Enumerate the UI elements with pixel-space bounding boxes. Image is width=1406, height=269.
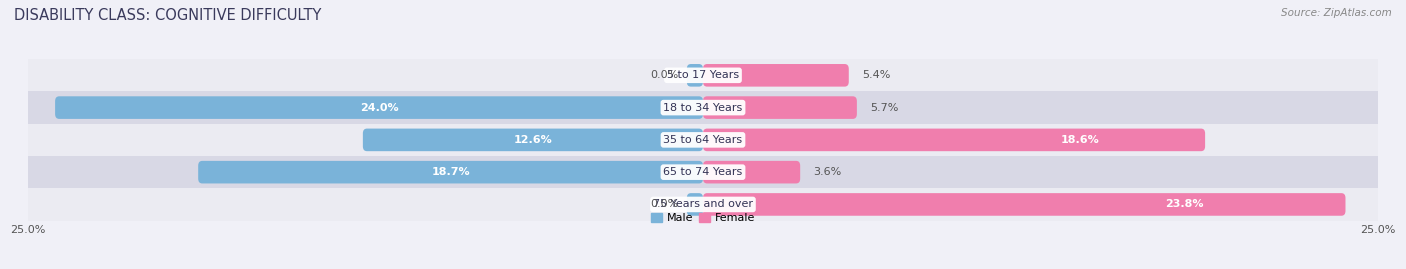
Text: 0.0%: 0.0% — [651, 70, 679, 80]
Bar — [28, 91, 1378, 124]
FancyBboxPatch shape — [703, 129, 1205, 151]
FancyBboxPatch shape — [686, 64, 703, 87]
Text: 65 to 74 Years: 65 to 74 Years — [664, 167, 742, 177]
Text: 24.0%: 24.0% — [360, 102, 398, 113]
Text: 5.4%: 5.4% — [862, 70, 890, 80]
Text: 5.7%: 5.7% — [870, 102, 898, 113]
Bar — [28, 124, 1378, 156]
Bar — [28, 59, 1378, 91]
Text: 18 to 34 Years: 18 to 34 Years — [664, 102, 742, 113]
Text: 18.7%: 18.7% — [432, 167, 470, 177]
FancyBboxPatch shape — [686, 193, 703, 216]
Text: 23.8%: 23.8% — [1166, 199, 1204, 210]
Text: 5 to 17 Years: 5 to 17 Years — [666, 70, 740, 80]
Text: 35 to 64 Years: 35 to 64 Years — [664, 135, 742, 145]
FancyBboxPatch shape — [703, 96, 856, 119]
Legend: Male, Female: Male, Female — [647, 209, 759, 228]
Text: Source: ZipAtlas.com: Source: ZipAtlas.com — [1281, 8, 1392, 18]
FancyBboxPatch shape — [55, 96, 703, 119]
FancyBboxPatch shape — [703, 193, 1346, 216]
Bar — [28, 188, 1378, 221]
Text: 12.6%: 12.6% — [513, 135, 553, 145]
FancyBboxPatch shape — [703, 64, 849, 87]
Text: DISABILITY CLASS: COGNITIVE DIFFICULTY: DISABILITY CLASS: COGNITIVE DIFFICULTY — [14, 8, 322, 23]
FancyBboxPatch shape — [198, 161, 703, 183]
Text: 0.0%: 0.0% — [651, 199, 679, 210]
Text: 75 Years and over: 75 Years and over — [652, 199, 754, 210]
FancyBboxPatch shape — [363, 129, 703, 151]
FancyBboxPatch shape — [703, 161, 800, 183]
Text: 3.6%: 3.6% — [814, 167, 842, 177]
Bar — [28, 156, 1378, 188]
Text: 18.6%: 18.6% — [1060, 135, 1099, 145]
